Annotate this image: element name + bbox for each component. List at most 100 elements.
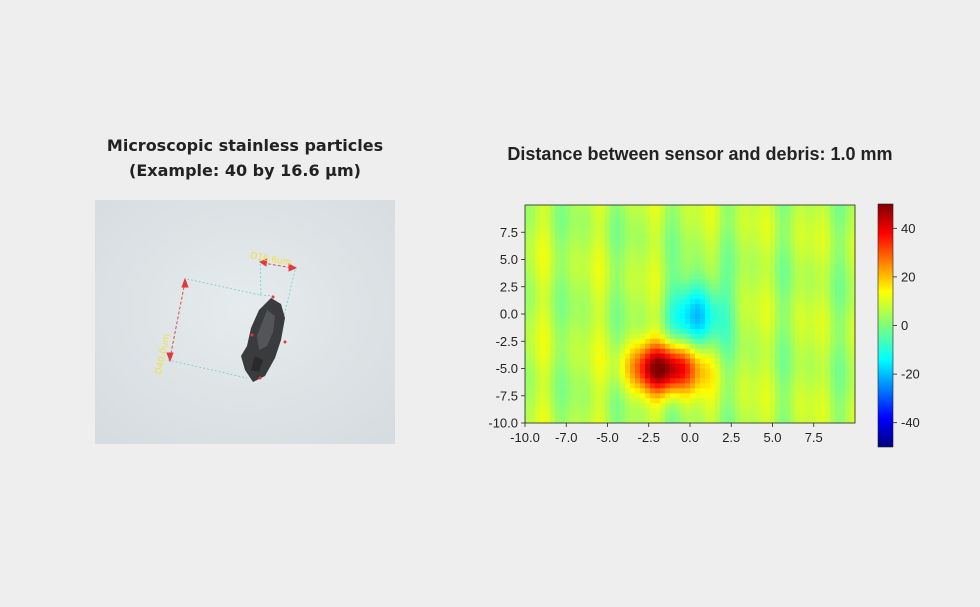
heatmap-cell bbox=[835, 403, 841, 409]
heatmap-cell bbox=[625, 229, 631, 236]
heatmap-cell bbox=[835, 249, 841, 255]
heatmap-cell bbox=[760, 388, 766, 394]
heatmap-cell bbox=[835, 358, 841, 364]
heatmap-cell bbox=[525, 373, 531, 379]
heatmap-cell bbox=[810, 294, 816, 300]
heatmap-cell bbox=[770, 398, 776, 404]
heatmap-cell bbox=[825, 378, 831, 384]
heatmap-cell bbox=[800, 224, 806, 231]
heatmap-cell bbox=[745, 338, 751, 345]
heatmap-cell bbox=[715, 368, 721, 374]
heatmap-cell bbox=[595, 309, 601, 315]
heatmap-cell bbox=[570, 343, 576, 349]
heatmap-cell bbox=[640, 328, 646, 335]
heatmap-cell bbox=[535, 328, 541, 335]
heatmap-cell bbox=[790, 373, 796, 379]
heatmap-cell bbox=[635, 214, 641, 221]
heatmap-cell bbox=[540, 338, 546, 345]
heatmap-cell bbox=[605, 408, 611, 414]
y-tick-label: -5.0 bbox=[496, 361, 518, 376]
heatmap-cell bbox=[545, 259, 551, 265]
heatmap-cell bbox=[530, 368, 536, 374]
heatmap-cell bbox=[780, 383, 786, 389]
heatmap-cell bbox=[535, 333, 541, 340]
heatmap-cell bbox=[680, 323, 686, 330]
heatmap-cell bbox=[650, 279, 656, 285]
heatmap-cell bbox=[565, 398, 571, 404]
heatmap-cell bbox=[620, 219, 626, 226]
heatmap-cell bbox=[730, 234, 736, 240]
heatmap-cell bbox=[730, 413, 736, 419]
heatmap-cell bbox=[625, 264, 631, 270]
heatmap-cell bbox=[675, 209, 681, 216]
heatmap-cell bbox=[720, 224, 726, 231]
heatmap-cell bbox=[700, 239, 706, 245]
heatmap-cell bbox=[540, 353, 546, 359]
heatmap-cell bbox=[720, 403, 726, 409]
heatmap-cell bbox=[775, 244, 781, 250]
heatmap-cell bbox=[575, 214, 581, 221]
heatmap-cell bbox=[750, 383, 756, 389]
heatmap-cell bbox=[735, 289, 741, 295]
heatmap-cell bbox=[695, 279, 701, 285]
heatmap-cell bbox=[780, 348, 786, 354]
heatmap-cell bbox=[800, 269, 806, 275]
heatmap-cell bbox=[850, 403, 856, 409]
heatmap-cell bbox=[620, 289, 626, 295]
heatmap-cell bbox=[700, 413, 706, 419]
heatmap-cell bbox=[655, 368, 661, 374]
heatmap-cell bbox=[675, 239, 681, 245]
heatmap-cell bbox=[755, 343, 761, 349]
heatmap-cell bbox=[845, 209, 851, 216]
heatmap-cell bbox=[540, 304, 546, 310]
heatmap-cell bbox=[740, 264, 746, 270]
heatmap-cell bbox=[690, 219, 696, 226]
heatmap-cell bbox=[600, 309, 606, 315]
heatmap-cell bbox=[715, 318, 721, 325]
heatmap-cell bbox=[825, 309, 831, 315]
heatmap-cell bbox=[580, 294, 586, 300]
heatmap-cell bbox=[590, 338, 596, 345]
heatmap-cell bbox=[805, 328, 811, 335]
heatmap-cell bbox=[815, 323, 821, 330]
heatmap-cell bbox=[805, 249, 811, 255]
heatmap-cell bbox=[745, 398, 751, 404]
heatmap-cell bbox=[585, 373, 591, 379]
heatmap-cell bbox=[625, 328, 631, 335]
heatmap-cell bbox=[700, 418, 706, 424]
heatmap-cell bbox=[545, 304, 551, 310]
heatmap-cell bbox=[665, 388, 671, 394]
heatmap-cell bbox=[710, 358, 716, 364]
heatmap-cell bbox=[845, 403, 851, 409]
heatmap-cell bbox=[780, 234, 786, 240]
heatmap-cell bbox=[620, 299, 626, 305]
heatmap-cell bbox=[670, 274, 676, 280]
heatmap-cell bbox=[690, 368, 696, 374]
heatmap-cell bbox=[545, 239, 551, 245]
heatmap-cell bbox=[805, 343, 811, 349]
heatmap-cell bbox=[805, 373, 811, 379]
heatmap-cell bbox=[580, 418, 586, 424]
heatmap-cell bbox=[755, 328, 761, 335]
heatmap-cell bbox=[630, 363, 636, 369]
heatmap-cell bbox=[790, 274, 796, 280]
heatmap-cell bbox=[705, 328, 711, 335]
heatmap-cell bbox=[555, 254, 561, 260]
heatmap-cell bbox=[545, 264, 551, 270]
heatmap-cell bbox=[845, 388, 851, 394]
heatmap-cell bbox=[530, 239, 536, 245]
heatmap-cell bbox=[550, 328, 556, 335]
heatmap-cell bbox=[775, 269, 781, 275]
heatmap-cell bbox=[625, 299, 631, 305]
heatmap-cell bbox=[850, 333, 856, 340]
heatmap-cell bbox=[850, 323, 856, 330]
heatmap-cell bbox=[635, 229, 641, 236]
heatmap-cell bbox=[690, 294, 696, 300]
heatmap-cell bbox=[815, 318, 821, 325]
heatmap-cell bbox=[825, 418, 831, 424]
heatmap-cell bbox=[585, 378, 591, 384]
heatmap-cell bbox=[595, 209, 601, 216]
heatmap-cell bbox=[590, 259, 596, 265]
heatmap-cell bbox=[665, 353, 671, 359]
heatmap-cell bbox=[840, 338, 846, 345]
